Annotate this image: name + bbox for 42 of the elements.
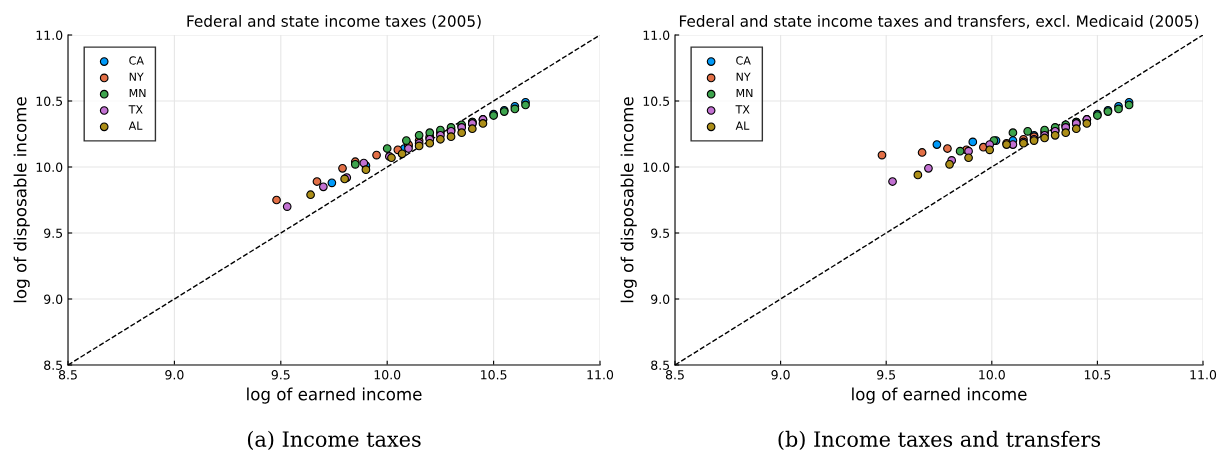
legend-label: NY [736,72,751,81]
x-tick-label: 8.5 [58,370,77,380]
y-tick-label: 11.0 [36,30,63,40]
y-tick-label: 8.5 [44,360,63,370]
y-axis-title: log of disposable income [13,97,30,303]
legend-label: TX [128,105,143,114]
y-tick-label: 9.0 [651,294,670,304]
y-tick-label: 10.5 [643,96,670,106]
y-tick-label: 9.5 [651,228,670,238]
x-tick-label: 8.5 [665,370,684,380]
x-axis-title: log of earned income [852,387,1027,404]
legend-label: CA [129,56,144,65]
x-tick-label: 10.0 [979,370,1005,380]
x-axis-title: log of earned income [247,387,422,404]
x-tick-label: 9.5 [877,370,896,380]
text: (a) Income taxes [247,430,421,450]
y-tick-label: 9.5 [44,228,63,238]
x-tick-label: 9.0 [165,370,184,380]
x-tick-label: 11.0 [1190,370,1217,380]
x-tick-label: 11.0 [587,370,614,380]
x-tick-label: 10.5 [1084,370,1111,380]
y-tick-label: 11.0 [643,30,670,40]
y-tick-label: 9.0 [44,294,63,304]
legend-label: TX [735,105,750,114]
y-tick-label: 10.5 [36,96,63,106]
x-tick-label: 9.5 [271,370,290,380]
x-tick-label: 9.0 [771,370,790,380]
x-tick-label: 10.0 [374,370,401,380]
legend-label: NY [129,72,144,81]
y-axis-title: log of disposable income [620,97,637,303]
legend-label: AL [128,121,143,130]
text: (b) Income taxes and transfers [778,430,1101,450]
y-tick-label: 8.5 [651,360,670,370]
y-tick-label: 10.0 [36,162,63,172]
y-tick-label: 10.0 [643,162,670,172]
legend-label: AL [735,121,750,130]
chart-title: Federal and state income taxes (2005) [187,15,481,29]
legend-label: CA [736,56,751,65]
legend-label: MN [129,89,146,98]
x-tick-label: 10.5 [481,370,507,380]
legend-label: MN [736,89,753,98]
chart-title: Federal and state income taxes and transfers, excl. Medicaid (2005) [679,15,1199,29]
